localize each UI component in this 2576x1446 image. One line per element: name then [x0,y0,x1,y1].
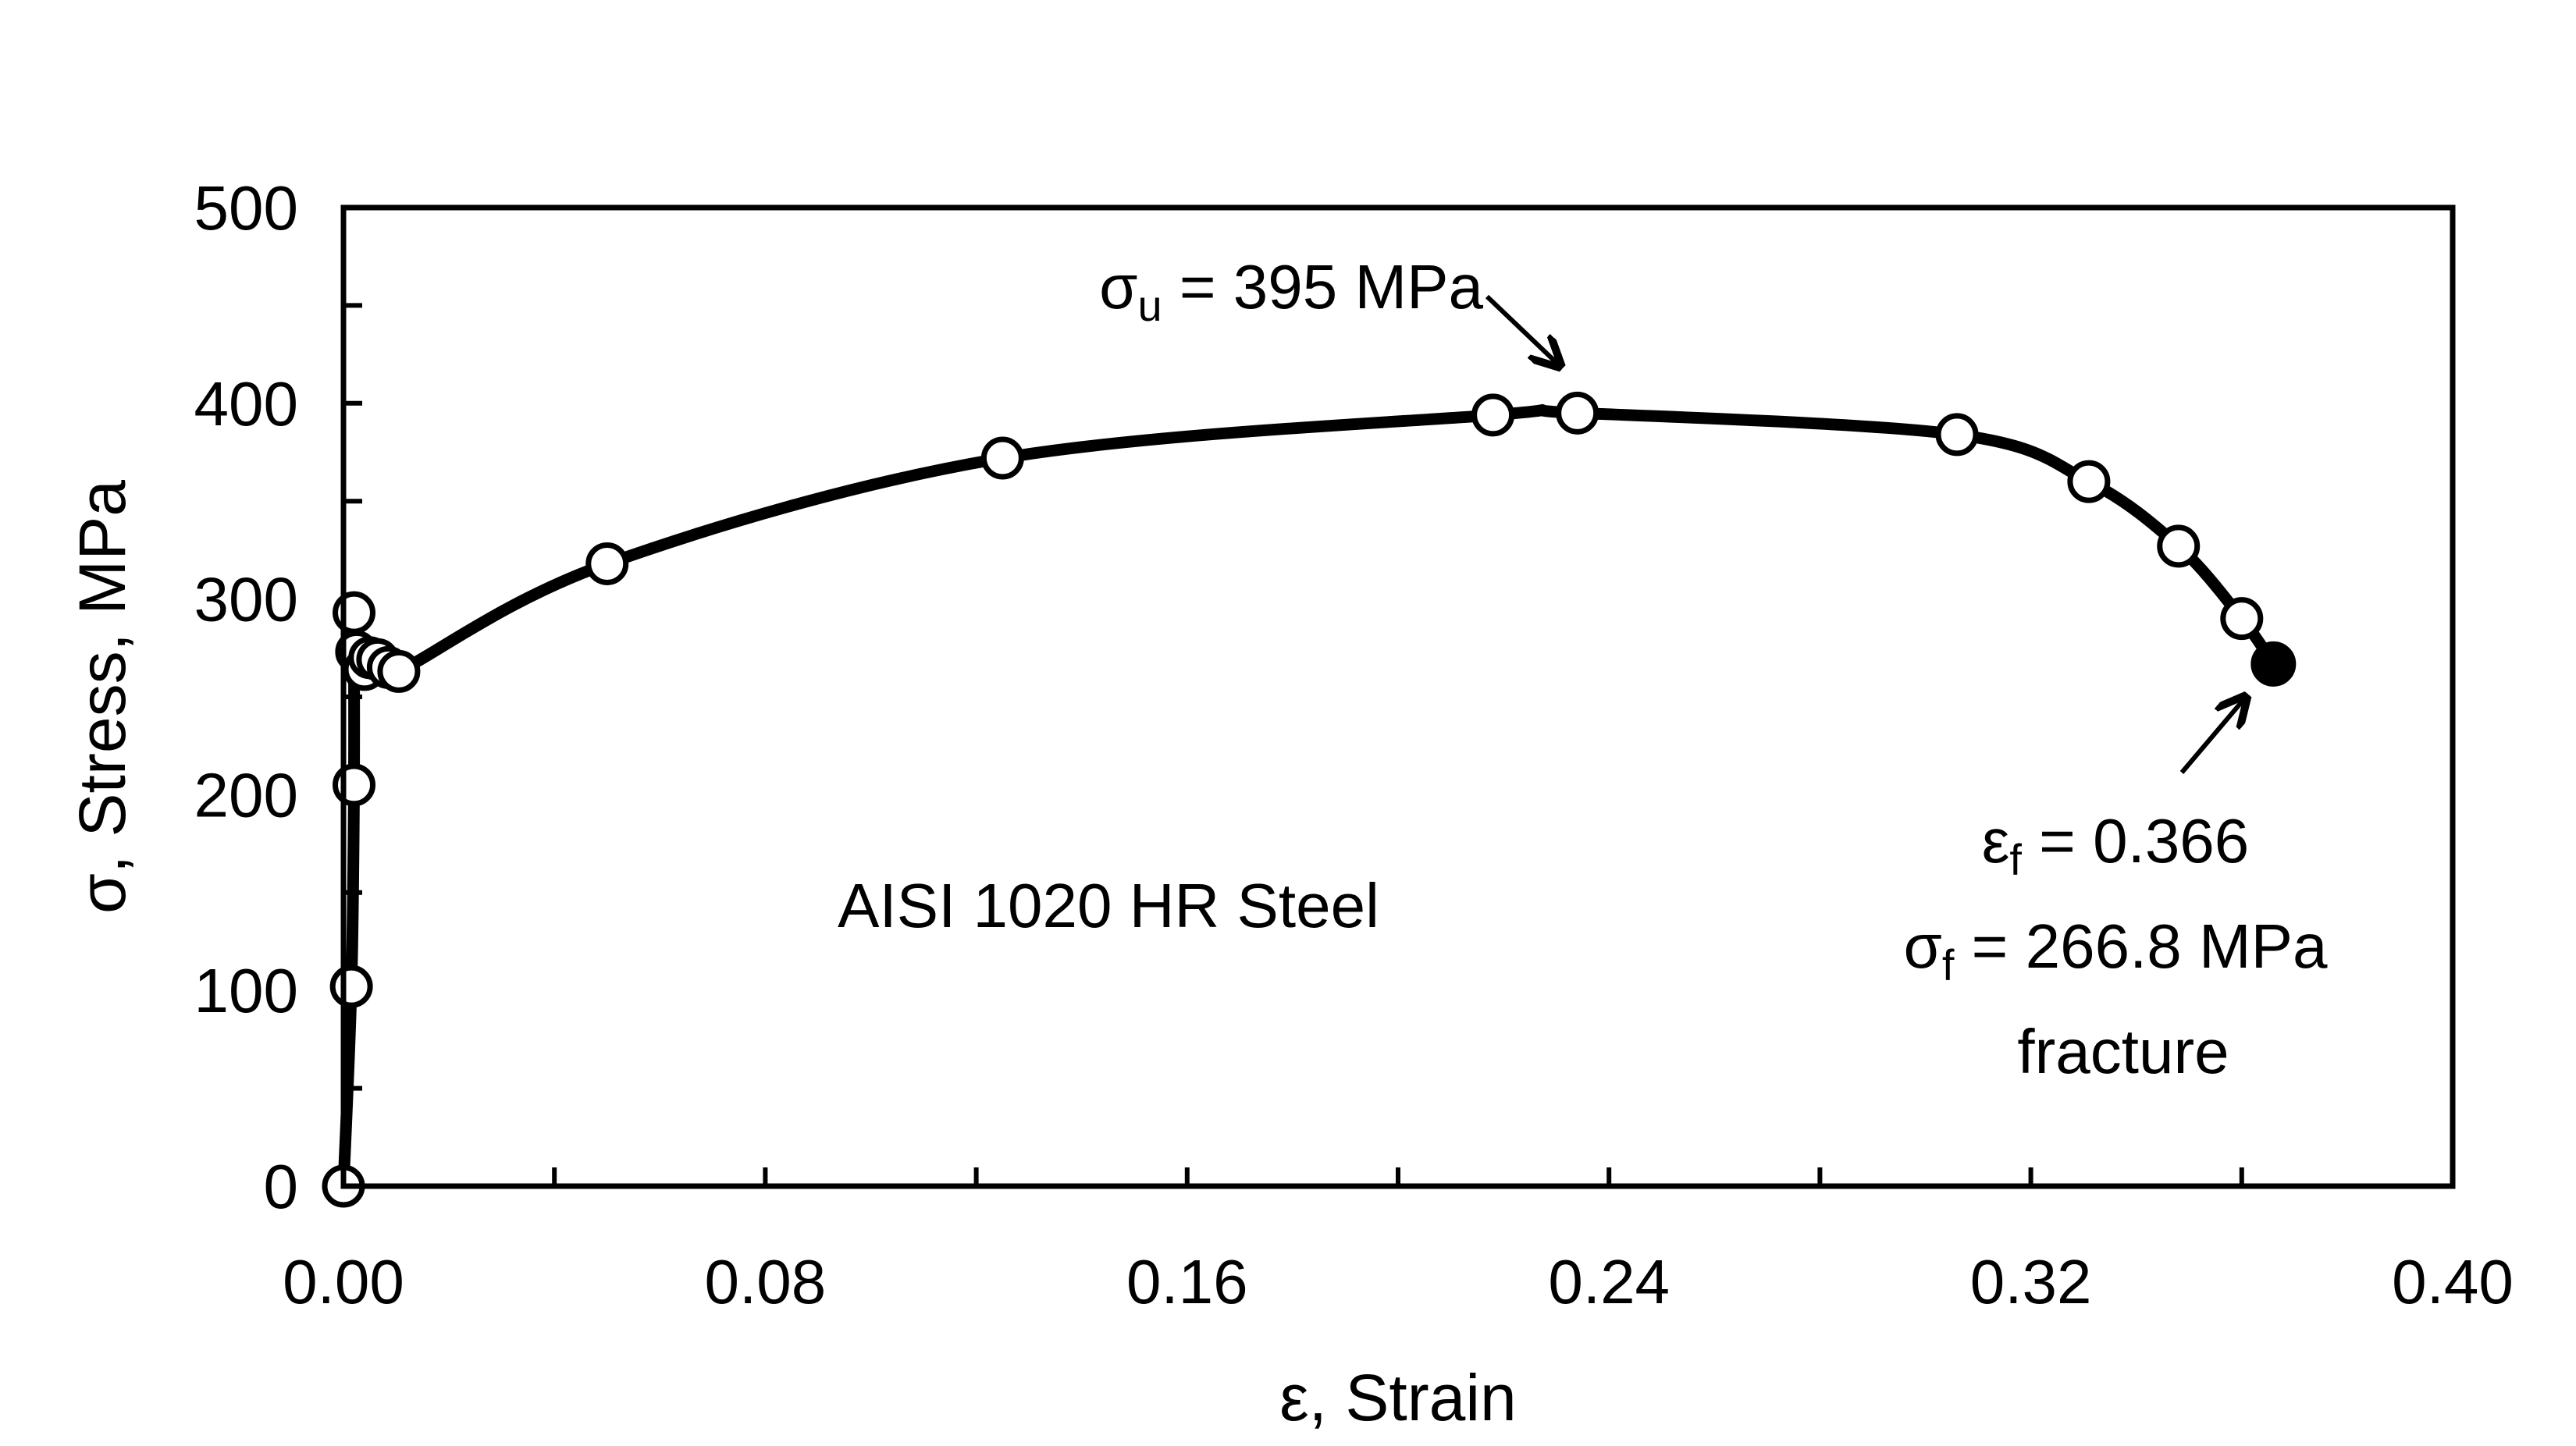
y-tick-labels: 0 100 200 300 400 500 [194,173,298,1221]
data-point-marker [2220,597,2264,641]
data-point-marker [585,542,629,585]
ultimate-subscript: u [1137,281,1162,330]
y-tick-label: 0 [264,1152,299,1221]
stress-strain-curve [337,403,2279,1192]
data-point-marker [329,965,373,1008]
x-tick-labels: 0.00 0.08 0.16 0.24 0.32 0.40 [283,1247,2514,1316]
series-lines [337,403,2279,1192]
fracture-arrow [2179,697,2246,774]
x-tick-label: 0.08 [705,1247,827,1316]
x-tick-label: 0.32 [1970,1247,2092,1316]
fracture-word-annotation: fracture [2017,1017,2229,1086]
ultimate-value: = 395 MPa [1162,252,1484,322]
data-point-marker [2157,524,2201,568]
fracture-stress-subscript: f [1942,940,1955,989]
data-point-marker [1556,391,1599,435]
fracture-strain-value: = 0.366 [2022,806,2249,876]
y-tick-label: 400 [194,369,298,439]
x-tick-label: 0.24 [1548,1247,1670,1316]
series-markers [322,391,2297,1208]
x-tick-label: 0.00 [283,1247,404,1316]
y-tick-label: 300 [194,565,298,634]
fracture-stress-symbol: σ [1903,911,1941,981]
material-label: AISI 1020 HR Steel [838,871,1379,940]
y-tick-label: 100 [194,956,298,1025]
plot-area-frame [340,204,2456,1189]
fracture-strain-symbol: ε [1982,806,2010,876]
fracture-stress-value: = 266.8 MPa [1954,911,2328,981]
y-axis-label: σ, Stress, MPa [66,480,139,914]
ultimate-stress-annotation: σu = 395 MPa [1099,252,1483,330]
fracture-stress-annotation: σf = 266.8 MPa [1903,911,2328,989]
ultimate-stress-arrow [1485,294,1560,366]
x-tick-label: 0.40 [2392,1247,2514,1316]
data-point-marker [1935,413,1979,457]
fracture-strain-subscript: f [2009,835,2022,884]
x-axis-label: ε, Strain [1279,1361,1517,1434]
data-point-marker [377,649,421,693]
y-tick-label: 500 [194,173,298,243]
data-point-marker [2067,460,2111,503]
fracture-strain-annotation: εf = 0.366 [1982,806,2250,884]
data-point-marker [1471,393,1515,437]
ultimate-symbol: σ [1099,252,1137,322]
data-point-marker [980,436,1024,480]
y-tick-label: 200 [194,760,298,830]
fracture-point-marker [2250,641,2297,687]
x-tick-label: 0.16 [1126,1247,1248,1316]
